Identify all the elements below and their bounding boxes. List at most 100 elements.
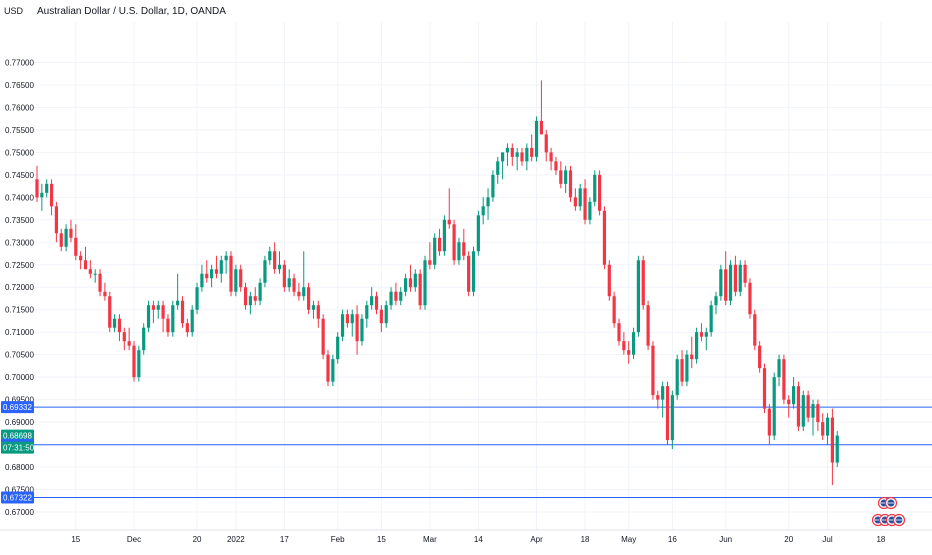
candle xyxy=(365,300,369,328)
y-tick-label: 0.76000 xyxy=(5,103,34,112)
candle-body xyxy=(35,179,39,198)
y-tick-label: 0.71500 xyxy=(5,306,34,315)
candle xyxy=(767,404,771,445)
candle-body xyxy=(200,273,204,288)
candle-body xyxy=(835,435,839,463)
candle xyxy=(282,260,286,292)
candle-body xyxy=(806,395,810,418)
candle-body xyxy=(830,417,834,463)
candle xyxy=(496,156,500,184)
candle-body xyxy=(777,359,781,378)
candle xyxy=(471,246,476,297)
candle-body xyxy=(675,359,679,396)
candle-body xyxy=(253,296,257,301)
candle xyxy=(253,287,257,306)
chart-title: Australian Dollar / U.S. Dollar, 1D, OAN… xyxy=(37,6,226,17)
event-icons[interactable] xyxy=(871,496,906,527)
candle xyxy=(505,143,510,166)
candle xyxy=(205,260,209,283)
candle xyxy=(88,260,92,279)
candle-body xyxy=(631,332,636,355)
candle-body xyxy=(248,296,252,306)
grid-vertical xyxy=(75,22,882,530)
candle xyxy=(166,314,170,337)
candle-body xyxy=(496,161,500,175)
candle xyxy=(137,345,141,382)
candle-body xyxy=(762,368,767,409)
candle xyxy=(370,287,374,310)
candle-body xyxy=(45,183,49,193)
candle xyxy=(588,197,592,225)
candle xyxy=(777,354,781,387)
candle xyxy=(35,165,39,202)
candle-body xyxy=(467,255,471,292)
candle xyxy=(651,341,655,400)
candle xyxy=(602,206,607,270)
candle xyxy=(501,152,505,180)
candle-body xyxy=(612,296,616,324)
candle xyxy=(704,327,708,351)
candle-body xyxy=(40,192,44,198)
y-tick-label: 0.70000 xyxy=(5,373,34,382)
y-tick-label: 0.75000 xyxy=(5,148,34,157)
candle-body xyxy=(447,219,451,225)
candle xyxy=(796,381,801,432)
countdown-label: 07:31:50 xyxy=(3,444,35,453)
x-tick-label: 16 xyxy=(668,535,677,544)
candle-body xyxy=(685,354,689,382)
candle-body xyxy=(103,291,107,297)
candle-body xyxy=(273,251,277,270)
candle xyxy=(355,305,359,355)
candle xyxy=(782,354,786,405)
candle xyxy=(612,291,616,328)
x-tick-label: 20 xyxy=(193,535,202,544)
candle-body xyxy=(340,314,345,337)
candle-body xyxy=(185,323,189,333)
candle xyxy=(728,260,733,306)
candle-body xyxy=(210,269,214,279)
candle-body xyxy=(408,278,413,288)
candle xyxy=(675,354,679,400)
countdown-tag xyxy=(1,441,34,454)
y-tick-label: 0.67500 xyxy=(5,486,34,495)
economic-event-icon[interactable] xyxy=(892,513,906,527)
y-tick-label: 0.67000 xyxy=(5,508,34,517)
candle xyxy=(287,269,291,292)
candle xyxy=(54,201,58,243)
candle-body xyxy=(161,305,165,319)
candle-body xyxy=(699,332,704,337)
candle xyxy=(340,309,345,342)
candle xyxy=(219,255,223,283)
candle xyxy=(108,291,112,333)
candle-body xyxy=(452,224,456,261)
candle-body xyxy=(510,147,514,157)
candle-body xyxy=(302,287,306,297)
candle xyxy=(753,309,757,351)
candle xyxy=(690,336,694,369)
candle-body xyxy=(263,260,267,283)
candle xyxy=(787,395,791,418)
candle-body xyxy=(811,404,815,418)
candle-body xyxy=(801,395,805,427)
candle-body xyxy=(442,219,446,252)
candle-body xyxy=(176,300,180,306)
candle-body xyxy=(554,161,558,171)
candle xyxy=(224,251,228,274)
candle-body xyxy=(782,359,786,400)
y-tick-label: 0.76500 xyxy=(5,81,34,90)
candle xyxy=(374,291,379,315)
candle xyxy=(724,251,728,306)
candle-body xyxy=(433,237,437,265)
candle-body xyxy=(243,287,248,306)
candle-body xyxy=(670,395,674,441)
x-tick-label: 2022 xyxy=(227,535,245,544)
candle xyxy=(127,327,131,351)
candle xyxy=(792,377,796,409)
candle-body xyxy=(476,215,480,252)
candle xyxy=(476,210,480,256)
candle-body xyxy=(219,260,223,274)
economic-event-icon[interactable] xyxy=(884,496,898,510)
x-tick-label: 15 xyxy=(377,535,386,544)
